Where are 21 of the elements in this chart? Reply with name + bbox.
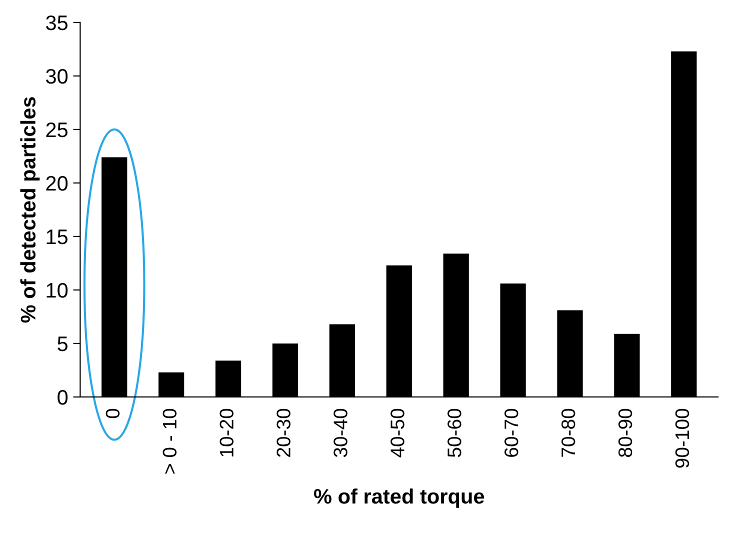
y-tick-label: 15 (46, 230, 68, 244)
x-tick-label: 10-20 (220, 408, 234, 456)
y-tick-label: 30 (46, 68, 68, 84)
x-tick-label: 80-90 (618, 408, 632, 457)
y-tick-label: 20 (46, 176, 68, 191)
y-tick-label: 5 (58, 336, 68, 352)
x-tick-label: 40-50 (390, 408, 404, 458)
y-tick-label: 25 (46, 122, 68, 138)
y-tick-label: 35 (46, 15, 68, 30)
y-axis-title: % of detected particles (20, 97, 40, 323)
x-tick-label: 0 (106, 408, 120, 418)
y-tick-label: 10 (46, 282, 68, 298)
y-tick-label: 0 (58, 390, 68, 405)
x-axis-title: % of rated torque (314, 488, 484, 508)
x-tick-label: 90-100 (675, 408, 690, 468)
x-tick-label: > 0 - 10 (162, 408, 177, 474)
x-tick-label: 30-40 (334, 408, 348, 458)
x-tick-label: 70-80 (561, 408, 576, 457)
x-tick-label: 60-70 (504, 408, 518, 457)
x-tick-label: 20-30 (276, 408, 290, 457)
x-tick-label: 50-60 (448, 408, 462, 458)
